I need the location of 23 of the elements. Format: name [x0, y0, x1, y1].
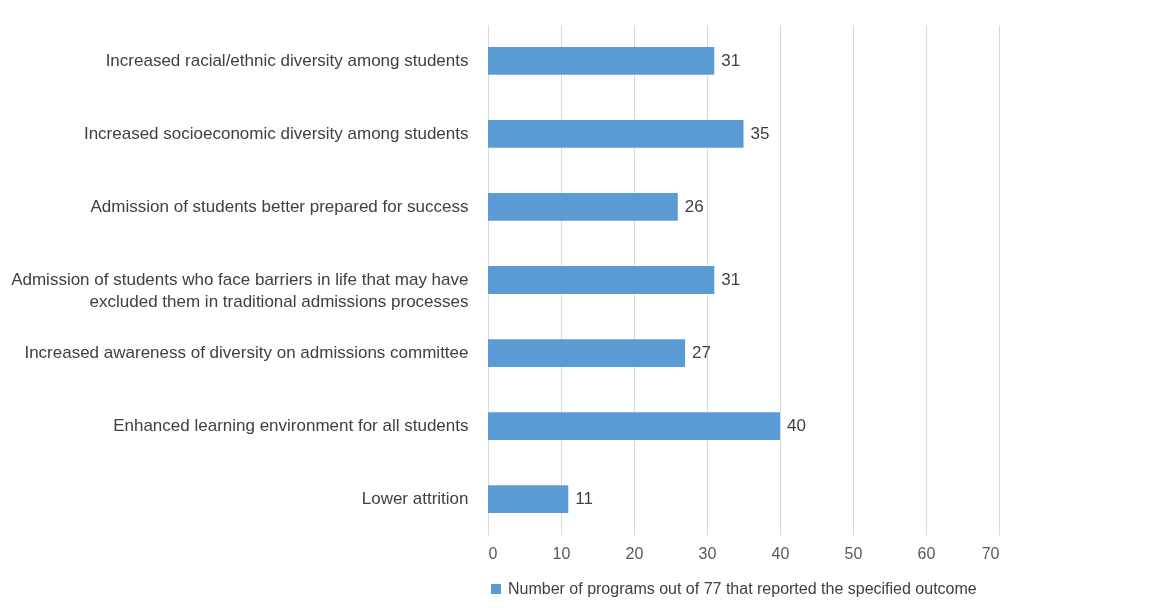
data-label: 11	[575, 489, 593, 509]
x-tick-label: 30	[698, 544, 717, 562]
x-tick-label: 0	[488, 544, 498, 562]
x-tick-label: 20	[625, 544, 644, 562]
data-label: 26	[684, 196, 704, 216]
data-label: 35	[750, 123, 770, 143]
x-tick-label: 10	[552, 544, 571, 562]
legend-label: Number of programs out of 77 that reported the specified outcome	[508, 580, 977, 597]
x-tick-label: 70	[981, 544, 1000, 562]
y-tick-label: Enhanced learning environment for all students	[113, 416, 469, 436]
y-tick-label: Admission of students who face barriers in life that may have excluded them in traditional admissions processes	[11, 270, 469, 311]
y-tick-label: Lower attrition	[361, 489, 469, 509]
data-label: 31	[721, 50, 741, 70]
y-tick-label: Increased socioeconomic diversity among students	[83, 123, 469, 143]
x-tick-label: 40	[771, 544, 790, 562]
y-tick-label: Increased awareness of diversity on admissions committee	[24, 343, 469, 363]
data-label: 31	[721, 270, 741, 289]
x-tick-label: 50	[844, 544, 863, 562]
x-tick-label: 60	[917, 544, 936, 562]
y-tick-label: Increased racial/ethnic diversity among students	[105, 50, 469, 70]
data-label: 40	[787, 416, 806, 436]
y-tick-label: Admission of students better prepared for success	[90, 196, 469, 216]
data-label: 27	[692, 343, 712, 363]
